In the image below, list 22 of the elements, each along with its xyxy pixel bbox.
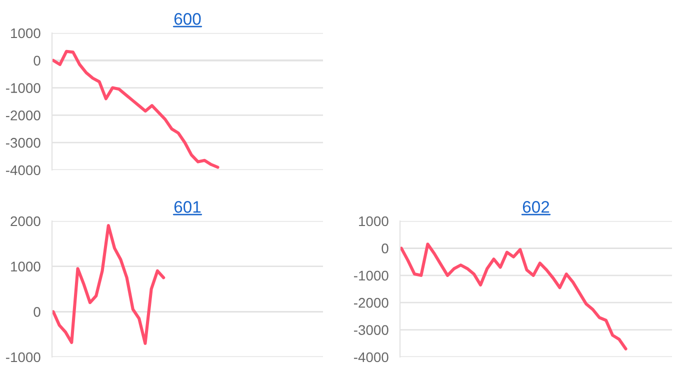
y-tick-label: -2000	[354, 298, 388, 308]
y-tick-label: 0	[34, 307, 40, 317]
y-tick-label: -3000	[6, 138, 40, 148]
y-tick-label: 1000	[11, 262, 40, 272]
y-tick-label: 1000	[11, 28, 40, 38]
y-tick-label: 0	[34, 56, 40, 66]
y-tick-label: 1000	[359, 216, 388, 226]
chart-title: 601	[174, 201, 201, 213]
line-series	[52, 224, 166, 345]
y-tick-label: -1000	[6, 352, 40, 362]
line-series	[400, 242, 628, 350]
y-tick-label: -4000	[354, 352, 388, 362]
line-series	[52, 50, 220, 169]
chart-title: 602	[522, 201, 550, 213]
y-tick-label: 0	[382, 244, 388, 254]
chart-title: 600	[174, 13, 201, 25]
y-tick-label: -2000	[6, 110, 40, 120]
y-tick-label: -1000	[354, 270, 388, 281]
y-tick-label: -3000	[354, 325, 388, 335]
y-tick-label: -1000	[6, 83, 40, 93]
y-tick-label: -4000	[6, 165, 40, 176]
y-tick-label: 2000	[10, 216, 40, 226]
